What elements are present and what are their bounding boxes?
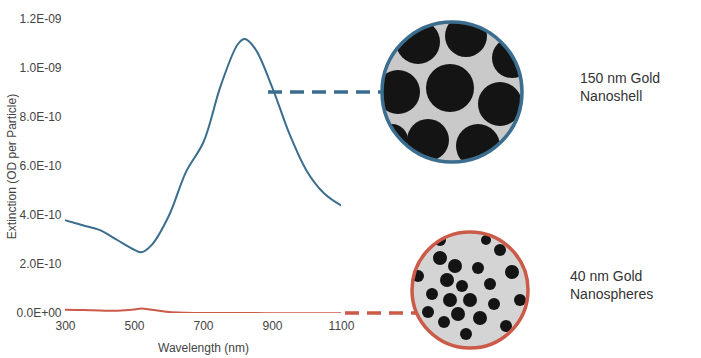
svg-text:6.0E-10: 6.0E-10 <box>19 159 61 173</box>
svg-text:900: 900 <box>262 319 282 333</box>
svg-text:Extinction (OD per Particle): Extinction (OD per Particle) <box>5 94 19 239</box>
svg-text:500: 500 <box>124 319 144 333</box>
svg-text:4.0E-10: 4.0E-10 <box>19 208 61 222</box>
svg-text:1100: 1100 <box>329 319 355 333</box>
svg-text:2.0E-10: 2.0E-10 <box>19 257 61 271</box>
svg-text:150 nm GoldNanoshell: 150 nm GoldNanoshell <box>580 70 660 104</box>
svg-text:0.0E+00: 0.0E+00 <box>16 306 62 321</box>
svg-text:40 nm GoldNanospheres: 40 nm GoldNanospheres <box>570 268 653 302</box>
svg-text:1.2E-09: 1.2E-09 <box>19 12 61 26</box>
svg-text:Wavelength (nm): Wavelength (nm) <box>158 341 249 355</box>
svg-text:1.0E-09: 1.0E-09 <box>19 61 61 75</box>
svg-text:300: 300 <box>55 319 75 333</box>
svg-text:8.0E-10: 8.0E-10 <box>19 110 61 124</box>
svg-text:700: 700 <box>193 319 213 333</box>
